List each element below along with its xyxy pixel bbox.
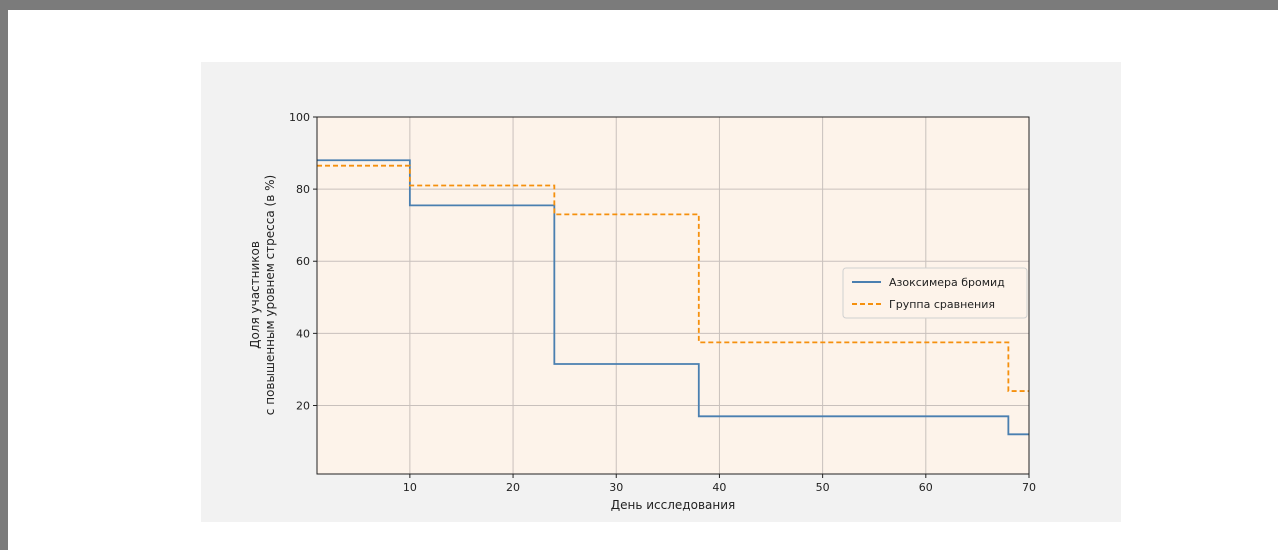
x-axis-ticks: 10 20 30 40 50 60 70 <box>403 474 1036 494</box>
y-axis-label: Доля участников с повышенным уровнем стр… <box>248 175 277 415</box>
x-tick-label: 10 <box>403 481 417 494</box>
y-tick-label: 100 <box>289 111 310 124</box>
legend: Азоксимера бромид Группа сравнения <box>842 267 1028 319</box>
x-tick-label: 40 <box>712 481 726 494</box>
y-tick-label: 60 <box>296 255 310 268</box>
y-axis-ticks: 20 40 60 80 100 <box>289 111 317 412</box>
step-chart: 10 20 30 40 50 60 70 20 40 60 80 100 День исследов… <box>248 111 1036 512</box>
x-tick-label: 20 <box>506 481 520 494</box>
y-axis-label-line-1: Доля участников <box>248 241 262 349</box>
y-axis-label-line-2: с повышенным уровнем стресса (в %) <box>263 175 277 415</box>
x-tick-label: 50 <box>816 481 830 494</box>
x-tick-label: 60 <box>919 481 933 494</box>
legend-label-comparison: Группа сравнения <box>889 298 995 311</box>
plot-border <box>316 116 1030 475</box>
x-tick-label: 30 <box>609 481 623 494</box>
series-line-comparison <box>317 164 1029 392</box>
series-line-azoximer <box>317 159 1029 436</box>
x-axis-label: День исследования <box>611 498 735 512</box>
x-tick-label: 70 <box>1022 481 1036 494</box>
y-tick-label: 20 <box>296 399 310 412</box>
legend-box <box>842 267 1028 319</box>
legend-label-azoximer: Азоксимера бромид <box>889 276 1005 289</box>
y-tick-label: 80 <box>296 183 310 196</box>
series-group <box>317 159 1029 436</box>
grid-lines <box>317 116 1030 474</box>
chart-figure: 10 20 30 40 50 60 70 20 40 60 80 100 День исследов… <box>201 62 1121 522</box>
y-tick-label: 40 <box>296 327 310 340</box>
